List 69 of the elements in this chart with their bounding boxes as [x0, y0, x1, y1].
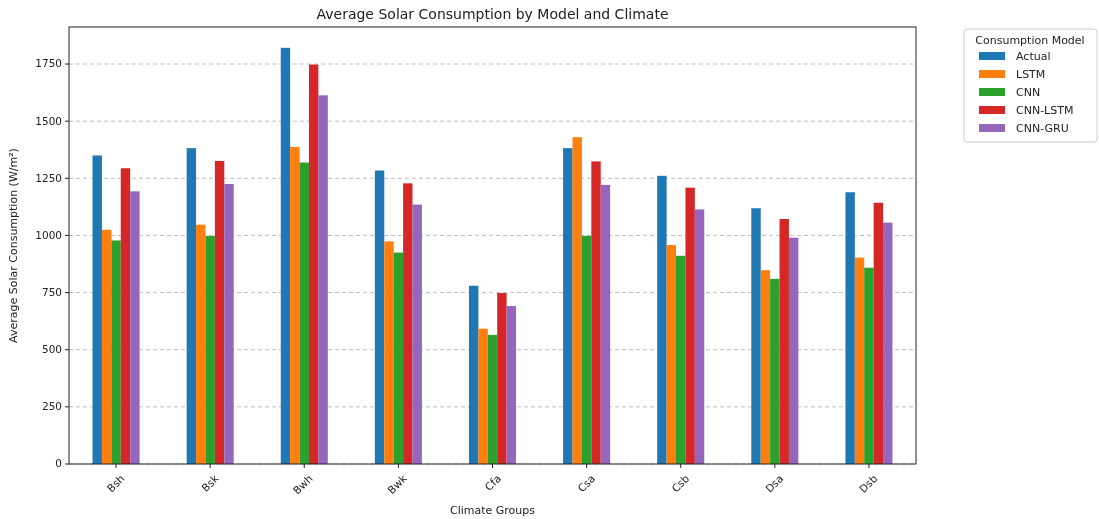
bar: [384, 241, 394, 464]
bar: [111, 240, 121, 464]
x-tick-label: Cfa: [482, 472, 504, 493]
bar: [403, 183, 413, 464]
legend-label: CNN-LSTM: [1016, 103, 1074, 117]
y-tick-label: 250: [41, 400, 62, 413]
y-tick-label: 500: [41, 343, 62, 356]
bar: [854, 257, 865, 464]
bar: [299, 162, 309, 464]
bar: [120, 168, 131, 464]
bar: [685, 187, 695, 464]
legend-label: Actual: [1016, 49, 1051, 63]
y-tick-label: 0: [55, 457, 62, 470]
bar: [468, 285, 479, 464]
bar: [487, 334, 498, 464]
legend-label: CNN-GRU: [1016, 121, 1069, 135]
y-tick-label: 1750: [35, 57, 62, 70]
bar: [318, 95, 328, 464]
bar: [497, 293, 507, 464]
bar: [412, 204, 422, 464]
bar: [694, 209, 705, 464]
bar: [393, 252, 404, 464]
bar: [572, 137, 582, 464]
chart-title: Average Solar Consumption by Model and Climate: [316, 6, 669, 22]
y-tick-label: 1500: [35, 114, 62, 127]
x-tick-label: Dsa: [762, 472, 786, 495]
bar: [591, 161, 601, 464]
x-axis-title: Climate Groups: [449, 504, 536, 517]
bar: [214, 160, 225, 464]
y-tick-label: 1250: [35, 171, 62, 184]
bar: [290, 146, 300, 464]
bar: [788, 237, 799, 464]
legend-label: CNN: [1016, 85, 1041, 99]
bar: [130, 191, 140, 464]
bar: [478, 328, 488, 464]
bar: [751, 208, 761, 464]
bar: [205, 235, 215, 464]
bar: [770, 278, 780, 464]
bar: [666, 245, 677, 464]
bar: [760, 270, 771, 464]
legend-title: Consumption Model: [975, 34, 1085, 47]
x-tick-label: Bsh: [104, 472, 127, 495]
bar: [186, 148, 197, 464]
x-tick-label: Csb: [669, 471, 692, 495]
bar: [506, 306, 517, 464]
bar: [308, 64, 319, 464]
x-tick-label: Csa: [575, 472, 598, 495]
bar: [101, 229, 112, 464]
bar: [224, 184, 234, 464]
bar: [883, 222, 893, 464]
bar: [581, 235, 592, 464]
bar: [600, 184, 611, 464]
y-tick-label: 750: [41, 285, 62, 298]
x-tick-label: Bsk: [199, 471, 222, 494]
x-tick-label: Dsb: [856, 471, 880, 495]
bar: [873, 202, 884, 464]
y-tick-label: 1000: [35, 228, 62, 241]
bar: [864, 267, 874, 464]
bar: [676, 255, 686, 464]
bar: [845, 192, 855, 464]
bar: [779, 218, 789, 464]
bar: [657, 175, 667, 464]
bar: [563, 148, 573, 464]
bar: [92, 155, 102, 464]
bar: [196, 224, 206, 464]
bar: [280, 47, 291, 464]
bar: [374, 170, 385, 464]
y-axis-title: Average Solar Consumption (W/m²): [7, 148, 20, 343]
legend-label: LSTM: [1016, 67, 1046, 81]
